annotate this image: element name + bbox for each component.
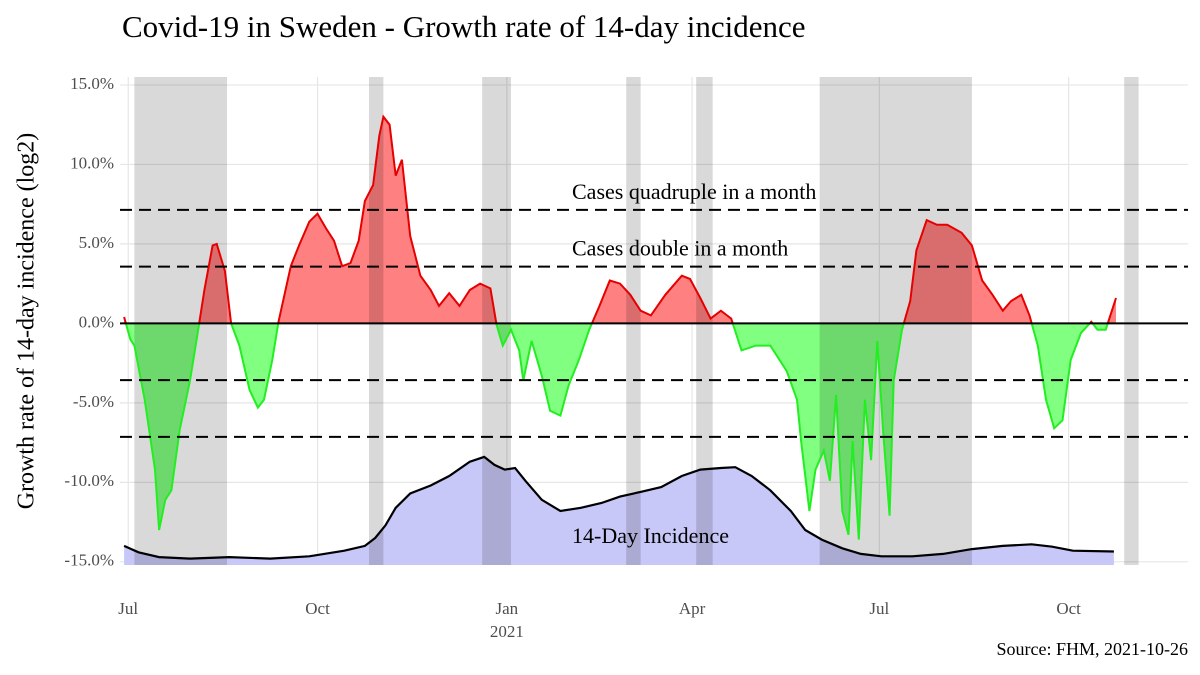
x-tick-label: Apr: [679, 599, 706, 618]
incidence-area: [124, 456, 1114, 565]
growth-area-positive: [124, 116, 1116, 324]
x-tick-label: Jan 2021: [490, 599, 524, 641]
x-tick-label: Oct: [1056, 599, 1081, 618]
growth-line-negative: [124, 323, 1109, 540]
y-tick-label: 10.0%: [70, 153, 114, 172]
y-tick-label: 15.0%: [70, 74, 114, 93]
chart-title: Covid-19 in Sweden - Growth rate of 14-d…: [122, 9, 806, 44]
shaded-period: [819, 77, 972, 565]
growth-line-positive: [123, 114, 1117, 324]
y-tick-label: -15.0%: [64, 551, 114, 570]
x-tick-label: Oct: [305, 599, 330, 618]
y-tick-label: -5.0%: [73, 392, 114, 411]
y-tick-label: 0.0%: [79, 312, 114, 331]
growth-area-negative: [125, 323, 1108, 540]
y-tick-label: -10.0%: [64, 471, 114, 490]
shaded-period: [696, 77, 713, 565]
incidence-label: 14-Day Incidence: [572, 523, 729, 548]
incidence-line: [123, 455, 1114, 560]
y-tick-label: 5.0%: [79, 233, 114, 252]
x-tick-label: Jul: [869, 599, 889, 618]
x-tick-label: Jul: [118, 599, 138, 618]
reference-label: Cases double in a month: [572, 236, 788, 261]
y-axis-label: Growth rate of 14-day incidence (log2): [14, 133, 40, 510]
shaded-period: [626, 77, 641, 565]
source: Source: FHM, 2021-10-26: [997, 639, 1189, 659]
shaded-period: [368, 77, 384, 565]
shaded-period: [134, 77, 228, 565]
shaded-period: [1124, 77, 1139, 565]
reference-label: Cases quadruple in a month: [572, 179, 816, 204]
